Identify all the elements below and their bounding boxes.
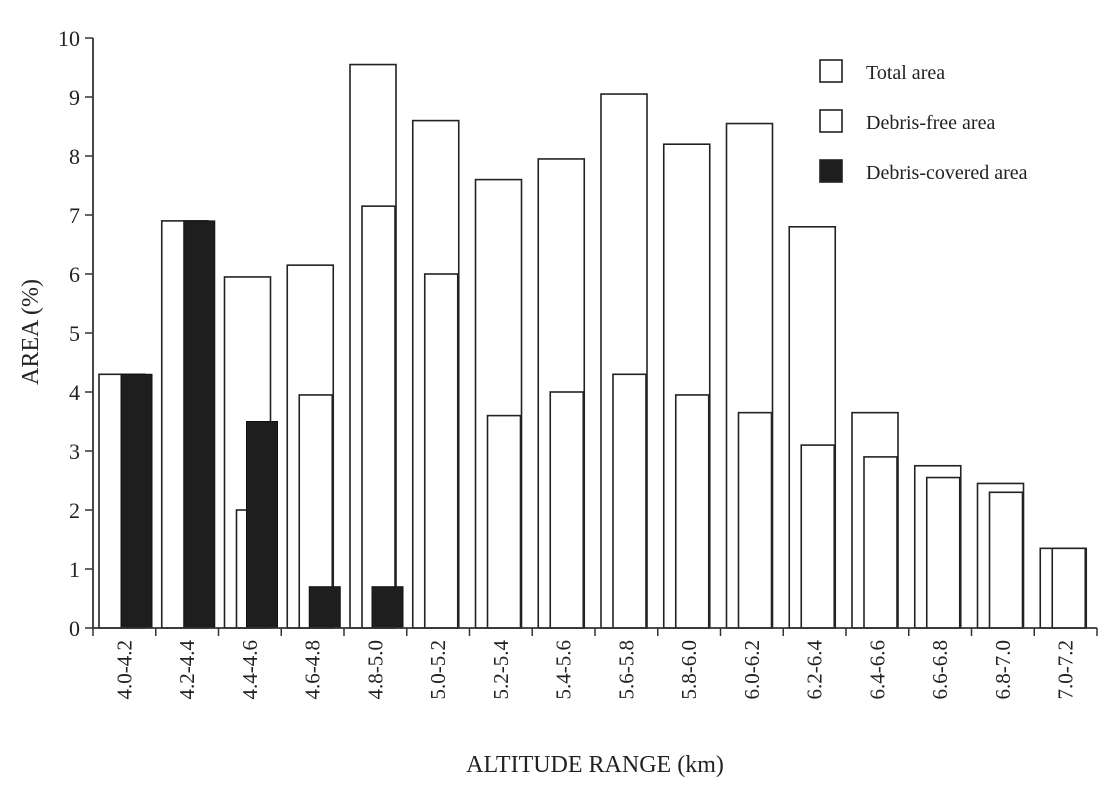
y-tick-label: 9 [69,85,80,110]
legend-label: Debris-covered area [866,162,1028,184]
y-tick-label: 4 [69,380,80,405]
bar-debris-free-area [737,411,773,629]
bar-debris-free-area [674,394,710,629]
x-tick-label: 4.4-4.6 [238,640,262,700]
x-tick-label: 6.4-6.6 [865,640,889,700]
bar-debris-free-area [486,414,522,629]
x-tick-label: 7.0-7.2 [1054,640,1078,700]
x-tick-label: 6.8-7.0 [991,640,1015,700]
x-ticks: 4.0-4.2 4.2-4.4 4.4-4.6 4.6-4.8 4.8-5.0 5.0-5… [92,628,1098,700]
x-tick-label: 6.0-6.2 [740,640,764,700]
y-tick-label: 1 [69,557,80,582]
x-tick-label: 5.8-6.0 [677,640,701,700]
x-tick-label: 4.8-5.0 [363,640,387,700]
bar-debris-free-area [800,444,836,629]
legend-swatch [819,159,843,183]
bar-debris-covered-area [371,586,404,629]
y-tick-label: 10 [58,26,80,51]
bar-debris-free-area [925,476,961,629]
legend-swatch [819,109,843,133]
bar-debris-free-area [361,205,396,629]
bar-debris-free-area [863,456,898,629]
legend-label: Total area [866,62,945,84]
x-tick-label: 5.0-5.2 [426,640,450,700]
bar-debris-free-area [423,273,459,629]
bar-debris-covered-area [183,220,216,629]
y-tick-label: 0 [69,616,80,641]
y-tick-label: 6 [69,262,80,287]
bar-debris-covered-area [120,373,153,629]
x-tick-label: 4.0-4.2 [112,640,136,700]
x-tick-label: 6.6-6.8 [928,640,952,700]
y-tick-label: 5 [69,321,80,346]
legend-swatch [819,59,843,83]
x-tick-label: 5.4-5.6 [552,640,576,700]
y-tick-label: 8 [69,144,80,169]
legend: Total area Debris-free area Debris-covered… [819,59,1028,184]
x-tick-label: 6.2-6.4 [803,640,827,700]
x-tick-label: 4.6-4.8 [301,640,325,700]
x-tick-label: 5.2-5.4 [489,640,513,700]
bar-debris-free-area [988,491,1024,629]
legend-label: Debris-free area [866,112,995,134]
bars-layer [98,63,1088,629]
y-tick-label: 2 [69,498,80,523]
bar-debris-free-area [1051,547,1087,629]
x-axis-title: ALTITUDE RANGE (km) [466,752,724,778]
y-tick-label: 3 [69,439,80,464]
y-ticks: 0 1 2 3 4 5 6 7 8 9 10 [58,26,93,641]
bar-debris-free-area [549,391,585,629]
y-tick-label: 7 [69,203,80,228]
bar-debris-covered-area [246,421,278,629]
y-axis-title: AREA (%) [18,279,44,385]
bar-debris-free-area [612,373,647,629]
x-tick-label: 5.6-5.8 [614,640,638,700]
bar-debris-covered-area [308,586,341,629]
x-tick-label: 4.2-4.4 [175,640,199,700]
